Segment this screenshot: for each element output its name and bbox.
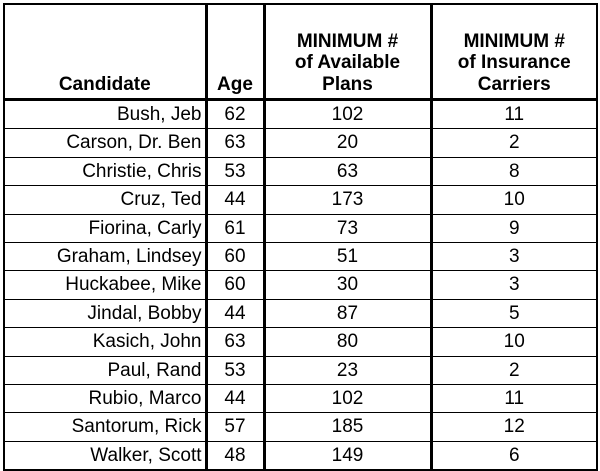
insurance-carriers: 2 — [430, 128, 598, 158]
candidate-age: 44 — [205, 185, 266, 215]
table-row: Santorum, Rick 57 185 12 — [3, 412, 598, 442]
table-row: Huckabee, Mike 60 30 3 — [3, 270, 598, 300]
candidate-age: 60 — [205, 241, 266, 272]
candidate-age: 44 — [205, 298, 266, 329]
table-row: Bush, Jeb 62 102 11 — [3, 98, 598, 130]
candidate-name: Huckabee, Mike — [3, 270, 208, 300]
available-plans: 102 — [263, 383, 433, 414]
header-age-line: Age — [217, 73, 253, 95]
table-row: Carson, Dr. Ben 63 20 2 — [3, 128, 598, 158]
table-row: Walker, Scott 48 149 6 — [3, 440, 598, 471]
candidate-name: Graham, Lindsey — [3, 241, 208, 272]
available-plans: 20 — [263, 128, 433, 158]
insurance-carriers: 12 — [430, 412, 598, 442]
candidate-age: 57 — [205, 412, 266, 442]
candidate-age: 62 — [205, 98, 266, 130]
candidate-table-container: Candidate Age MINIMUM # of Available Pla… — [3, 3, 598, 471]
available-plans: 51 — [263, 241, 433, 272]
header-available-plans: MINIMUM # of Available Plans — [263, 3, 433, 101]
table-row: Rubio, Marco 44 102 11 — [3, 383, 598, 414]
candidate-age: 63 — [205, 128, 266, 158]
candidate-age: 63 — [205, 327, 266, 357]
candidate-age: 48 — [205, 440, 266, 471]
candidate-age: 53 — [205, 355, 266, 385]
candidate-age: 61 — [205, 213, 266, 243]
insurance-carriers: 10 — [430, 185, 598, 215]
candidate-age: 53 — [205, 156, 266, 187]
insurance-carriers: 9 — [430, 213, 598, 243]
insurance-carriers: 6 — [430, 440, 598, 471]
insurance-carriers: 3 — [430, 241, 598, 272]
candidate-name: Rubio, Marco — [3, 383, 208, 414]
candidate-name: Fiorina, Carly — [3, 213, 208, 243]
table-row: Christie, Chris 53 63 8 — [3, 156, 598, 187]
available-plans: 73 — [263, 213, 433, 243]
candidate-name: Bush, Jeb — [3, 98, 208, 130]
header-age: Age — [205, 3, 266, 101]
candidate-age: 60 — [205, 270, 266, 300]
available-plans: 30 — [263, 270, 433, 300]
table-row: Kasich, John 63 80 10 — [3, 327, 598, 357]
candidate-name: Christie, Chris — [3, 156, 208, 187]
candidate-name: Jindal, Bobby — [3, 298, 208, 329]
header-carriers-line-3: Carriers — [477, 73, 551, 95]
available-plans: 63 — [263, 156, 433, 187]
candidate-age: 44 — [205, 383, 266, 414]
candidate-name: Santorum, Rick — [3, 412, 208, 442]
table-row: Paul, Rand 53 23 2 — [3, 355, 598, 385]
header-carriers-line-1: MINIMUM # — [463, 31, 565, 53]
available-plans: 149 — [263, 440, 433, 471]
available-plans: 23 — [263, 355, 433, 385]
table-row: Fiorina, Carly 61 73 9 — [3, 213, 598, 243]
candidate-name: Walker, Scott — [3, 440, 208, 471]
candidate-name: Kasich, John — [3, 327, 208, 357]
insurance-carriers: 11 — [430, 98, 598, 130]
insurance-carriers: 2 — [430, 355, 598, 385]
candidate-table: Candidate Age MINIMUM # of Available Pla… — [3, 3, 598, 471]
header-candidate-line: Candidate — [58, 73, 151, 95]
table-row: Graham, Lindsey 60 51 3 — [3, 241, 598, 272]
header-carriers-line-2: of Insurance — [457, 52, 571, 74]
available-plans: 102 — [263, 98, 433, 130]
candidate-name: Paul, Rand — [3, 355, 208, 385]
available-plans: 87 — [263, 298, 433, 329]
table-row: Jindal, Bobby 44 87 5 — [3, 298, 598, 329]
insurance-carriers: 3 — [430, 270, 598, 300]
table-row: Cruz, Ted 44 173 10 — [3, 185, 598, 215]
header-row: Candidate Age MINIMUM # of Available Pla… — [3, 3, 598, 101]
header-insurance-carriers: MINIMUM # of Insurance Carriers — [430, 3, 598, 101]
insurance-carriers: 8 — [430, 156, 598, 187]
header-plans-line-2: of Available — [294, 52, 401, 74]
table-body: Bush, Jeb 62 102 11 Carson, Dr. Ben 63 2… — [3, 98, 598, 471]
available-plans: 185 — [263, 412, 433, 442]
header-candidate: Candidate — [3, 3, 208, 101]
header-plans-line-1: MINIMUM # — [296, 31, 399, 53]
candidate-name: Carson, Dr. Ben — [3, 128, 208, 158]
available-plans: 173 — [263, 185, 433, 215]
candidate-name: Cruz, Ted — [3, 185, 208, 215]
insurance-carriers: 11 — [430, 383, 598, 414]
insurance-carriers: 5 — [430, 298, 598, 329]
insurance-carriers: 10 — [430, 327, 598, 357]
header-plans-line-3: Plans — [322, 73, 373, 95]
available-plans: 80 — [263, 327, 433, 357]
